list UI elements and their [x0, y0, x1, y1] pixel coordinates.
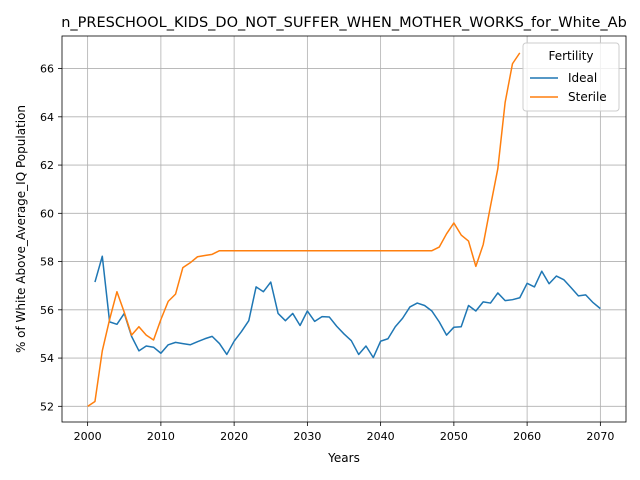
y-tick-label: 64	[40, 111, 54, 124]
series-line-sterile	[87, 52, 521, 407]
y-tick-label: 54	[40, 352, 54, 365]
legend-label-ideal: Ideal	[568, 71, 597, 85]
y-axis-label: % of White Above_Average_IQ Population	[14, 105, 28, 353]
y-tick-label: 60	[40, 207, 54, 220]
x-tick-label: 2030	[293, 430, 321, 443]
y-tick-label: 66	[40, 63, 54, 76]
x-tick-label: 2050	[440, 430, 468, 443]
legend: Fertility Ideal Sterile	[522, 42, 620, 112]
series-layer	[87, 52, 601, 407]
chart-title: n_PRESCHOOL_KIDS_DO_NOT_SUFFER_WHEN_MOTH…	[61, 15, 627, 31]
y-tick-label: 56	[40, 304, 54, 317]
legend-label-sterile: Sterile	[568, 90, 607, 104]
y-tick-label: 62	[40, 159, 54, 172]
x-axis-label: Years	[327, 451, 360, 465]
x-tick-label: 2020	[220, 430, 248, 443]
x-tick-label: 2040	[367, 430, 395, 443]
series-line-ideal	[94, 255, 601, 359]
x-tick-label: 2010	[147, 430, 175, 443]
x-tick-label: 2070	[586, 430, 614, 443]
x-axis-ticks: 2000 2010 2020 2030 2040 2050 2060 2070	[74, 422, 614, 443]
y-axis-ticks: 52 54 56 58 60 62 64 66	[40, 63, 62, 413]
x-tick-label: 2000	[74, 430, 102, 443]
legend-box	[522, 42, 620, 112]
grid-lines	[62, 36, 626, 422]
legend-title: Fertility	[548, 49, 593, 63]
plot-frame	[61, 35, 627, 423]
x-tick-label: 2060	[513, 430, 541, 443]
y-tick-label: 58	[40, 256, 54, 269]
y-tick-label: 52	[40, 400, 54, 413]
